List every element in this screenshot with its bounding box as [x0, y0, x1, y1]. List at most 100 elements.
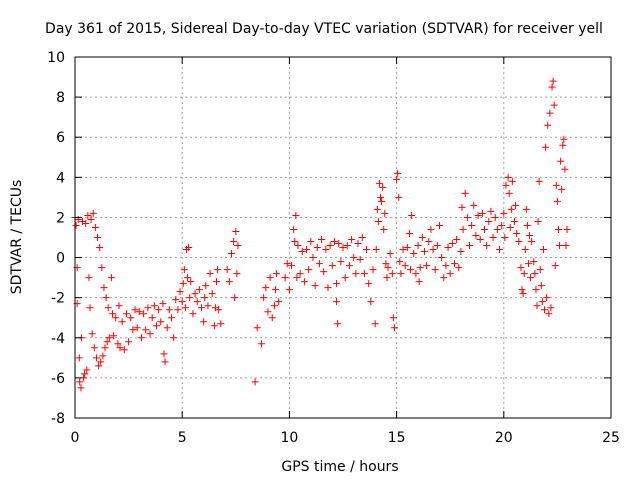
data-point [371, 320, 379, 328]
data-point [383, 274, 391, 282]
data-point [534, 217, 542, 225]
data-point [89, 209, 97, 217]
data-point [420, 248, 428, 256]
data-point [197, 304, 205, 312]
chart-title: Day 361 of 2015, Sidereal Day-to-day VTE… [45, 21, 603, 37]
data-point [448, 240, 456, 248]
data-point [225, 278, 233, 286]
data-point [483, 242, 491, 250]
data-point [72, 221, 80, 229]
data-point [356, 256, 364, 264]
data-point [185, 244, 193, 252]
data-point [298, 248, 306, 256]
data-point [379, 183, 387, 191]
x-tick-label: 0 [71, 430, 80, 446]
data-point [539, 246, 547, 254]
data-point [341, 274, 349, 282]
data-point [285, 286, 293, 294]
data-point [318, 236, 326, 244]
data-point [360, 270, 368, 278]
data-point [523, 221, 531, 229]
data-point [519, 290, 527, 298]
data-points [71, 77, 571, 392]
data-point [210, 322, 218, 330]
data-point [374, 217, 382, 225]
data-point [545, 310, 553, 318]
data-point [82, 219, 90, 227]
data-point [354, 240, 362, 248]
data-point [83, 366, 91, 374]
data-point [283, 260, 291, 268]
data-point [377, 193, 385, 201]
data-point [416, 264, 424, 272]
data-point [408, 211, 416, 219]
data-point [561, 165, 569, 173]
y-tick-label: 8 [56, 90, 65, 106]
data-point [382, 260, 390, 268]
data-point [294, 242, 302, 250]
data-point [502, 181, 510, 189]
data-point [96, 244, 104, 252]
data-point [474, 211, 482, 219]
data-point [271, 286, 279, 294]
data-point [234, 242, 242, 250]
data-point [320, 268, 328, 276]
data-point [507, 205, 515, 213]
data-point [92, 354, 100, 362]
y-tick-label: 2 [56, 210, 65, 226]
y-axis-ticks: -8 -6 -4 -2 0 2 4 6 8 10 [47, 50, 611, 427]
data-point [268, 314, 276, 322]
data-point [517, 264, 525, 272]
data-point [345, 262, 353, 270]
y-tick-label: -2 [51, 291, 65, 307]
data-point [152, 322, 160, 330]
data-point [95, 362, 103, 370]
data-point [415, 278, 423, 286]
data-point [181, 304, 189, 312]
data-point [206, 270, 214, 278]
data-point [201, 294, 209, 302]
data-point [330, 238, 338, 246]
data-point [431, 266, 439, 274]
data-point [418, 234, 426, 241]
data-point [186, 294, 194, 302]
data-point [160, 350, 168, 358]
data-point [251, 378, 259, 386]
x-axis-label: GPS time / hours [281, 459, 398, 475]
data-point [232, 227, 240, 235]
data-point [105, 334, 113, 342]
data-point [531, 270, 539, 278]
data-point [115, 302, 123, 310]
data-point [148, 314, 156, 322]
data-point [425, 238, 433, 246]
data-point [554, 225, 562, 233]
data-point [337, 258, 345, 266]
data-point [305, 266, 313, 274]
data-point [450, 260, 458, 268]
data-point [109, 310, 117, 318]
data-point [333, 280, 341, 288]
data-point [403, 244, 411, 252]
data-point [178, 298, 186, 306]
data-point [521, 246, 529, 254]
data-point [114, 340, 122, 348]
data-point [159, 300, 167, 308]
data-point [137, 334, 145, 342]
data-point [485, 217, 493, 225]
data-point [559, 141, 567, 149]
data-point [453, 236, 461, 244]
data-point [498, 221, 506, 229]
data-point [202, 282, 210, 290]
data-point [129, 326, 137, 334]
data-point [435, 221, 443, 229]
data-point [270, 302, 278, 310]
data-point [122, 310, 130, 318]
data-point [550, 101, 558, 109]
data-point [506, 223, 514, 231]
data-point [296, 270, 304, 278]
data-point [501, 234, 509, 241]
x-tick-label: 25 [602, 430, 620, 446]
data-point [457, 248, 465, 256]
data-point [543, 294, 551, 302]
data-point [412, 270, 420, 278]
